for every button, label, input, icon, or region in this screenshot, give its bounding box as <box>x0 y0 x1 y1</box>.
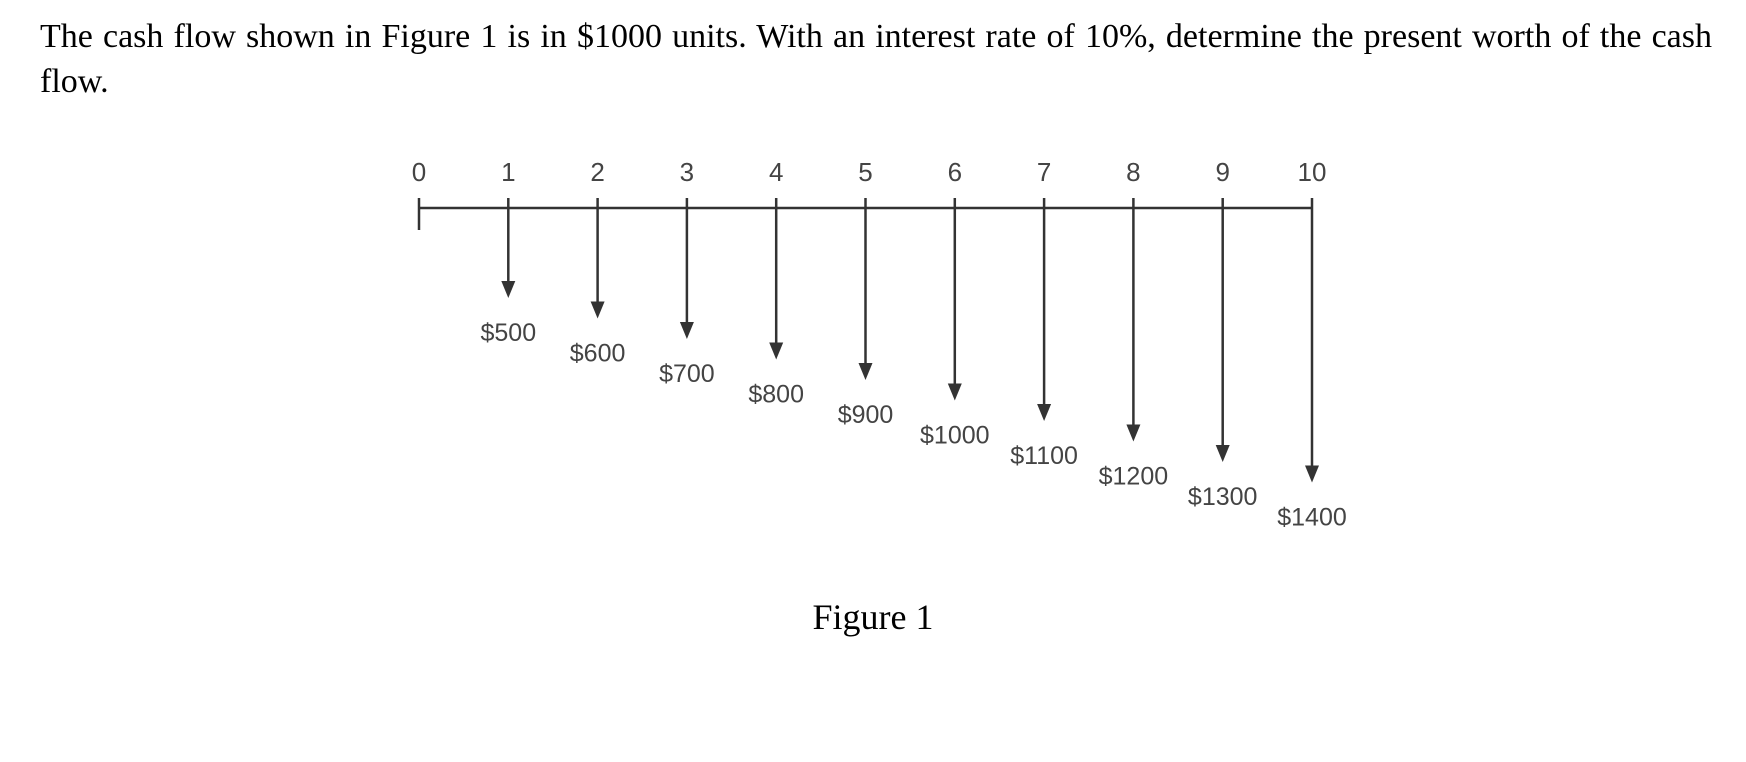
arrowhead-icon <box>590 301 605 319</box>
period-label-1: 1 <box>501 157 515 187</box>
period-label-4: 4 <box>769 157 783 187</box>
cash-flow-label-10: $1400 <box>1277 504 1347 532</box>
period-label-2: 2 <box>590 157 604 187</box>
period-label-5: 5 <box>858 157 872 187</box>
cash-flow-label-5: $900 <box>838 401 894 429</box>
period-label-3: 3 <box>680 157 694 187</box>
amount-labels: $500 $600 $700 $800 $900 $1000 $1100 $1200 $1300… <box>480 319 1346 532</box>
period-labels: 0 1 2 3 4 5 6 7 8 9 10 <box>412 157 1327 187</box>
arrowhead-icon <box>769 342 784 360</box>
period-label-7: 7 <box>1037 157 1051 187</box>
cash-flow-label-2: $600 <box>570 340 626 368</box>
arrowhead-icon <box>1305 465 1319 483</box>
cash-flow-label-8: $1200 <box>1099 463 1169 491</box>
arrowhead-icon <box>1215 445 1230 462</box>
figure-caption: Figure 1 <box>812 597 934 637</box>
cash-flow-label-1: $500 <box>480 319 536 347</box>
cash-flow-label-9: $1300 <box>1188 483 1258 511</box>
period-label-6: 6 <box>948 157 962 187</box>
period-label-0: 0 <box>412 157 426 187</box>
arrowhead-icon <box>947 383 962 401</box>
arrowhead-icon <box>1037 404 1052 421</box>
arrowhead-icon <box>858 363 873 380</box>
cash-flow-label-4: $800 <box>748 381 804 409</box>
arrowhead-icon <box>679 322 694 339</box>
period-label-8: 8 <box>1126 157 1140 187</box>
cash-flow-label-6: $1000 <box>920 422 990 450</box>
period-label-10: 10 <box>1298 157 1327 187</box>
cash-flow-label-3: $700 <box>659 360 715 388</box>
cash-flow-label-7: $1100 <box>1010 442 1078 470</box>
period-label-9: 9 <box>1215 157 1229 187</box>
cash-flow-arrows <box>501 198 1319 483</box>
arrowhead-icon <box>1126 424 1141 442</box>
arrowhead-icon <box>501 281 516 298</box>
question-text: The cash flow shown in Figure 1 is in $1… <box>40 18 1712 100</box>
